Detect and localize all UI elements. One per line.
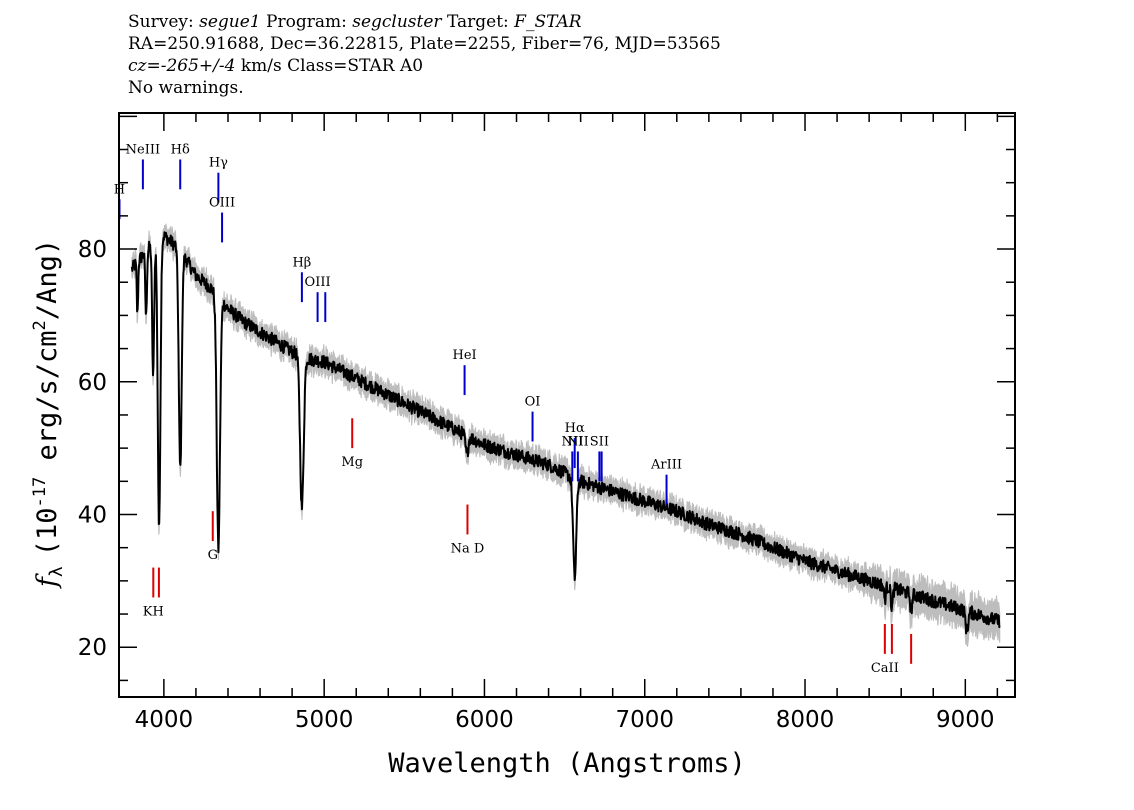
- emission-line-label: Hδ: [171, 142, 190, 157]
- target-value: F_STAR: [514, 12, 582, 32]
- x-axis-title: Wavelength (Angstroms): [388, 748, 746, 779]
- emission-line-label: NeIII: [126, 142, 160, 157]
- axis-tick-labels: 4000 5000 6000 7000 8000 9000 20 40 60 80: [78, 237, 995, 733]
- header-line-coordinates: RA=250.91688, Dec=36.22815, Plate=2255, …: [128, 34, 721, 54]
- y-axis-title-units-end: /Ang): [32, 239, 63, 320]
- emission-line-label: NII: [561, 434, 583, 449]
- emission-line-label: Hβ: [292, 255, 311, 270]
- y-tick-label: 40: [78, 503, 107, 529]
- y-axis-title-subscript: λ: [46, 566, 67, 577]
- cz-label: cz=: [128, 56, 161, 76]
- target-label: Target:: [446, 12, 509, 32]
- emission-line-label: Hγ: [209, 156, 228, 171]
- header-line-survey: Survey: segue1 Program: segcluster Targe…: [128, 11, 721, 33]
- class-text: km/s Class=STAR A0: [235, 56, 424, 76]
- emission-line-label: OIII: [209, 196, 235, 211]
- y-axis-title-exponent: -17: [30, 477, 50, 508]
- y-axis-title-scale: (10: [32, 507, 63, 556]
- absorption-line-label: Mg: [341, 455, 363, 470]
- emission-line-label: OIII: [305, 275, 331, 290]
- absorption-line-label: G: [208, 548, 218, 563]
- flux-line: [130, 231, 1001, 635]
- program-value: segcluster: [352, 12, 442, 32]
- absorption-line-label: KH: [143, 604, 164, 619]
- y-tick-label: 80: [78, 237, 107, 263]
- y-tick-label: 20: [78, 635, 107, 661]
- y-axis-title-exponent-2: 2: [30, 320, 50, 330]
- survey-value: segue1: [199, 12, 261, 32]
- emission-line-label: HeI: [452, 348, 476, 363]
- emission-line-label: SII: [590, 434, 609, 449]
- emission-line-label: OI: [525, 395, 541, 410]
- header-line-redshift: cz=-265+/-4 km/s Class=STAR A0: [128, 55, 721, 77]
- x-tick-label: 9000: [936, 707, 995, 733]
- program-label: Program:: [266, 12, 347, 32]
- plot-frame: [118, 112, 1016, 698]
- absorption-line-label: CaII: [871, 661, 899, 676]
- spectrum-header: Survey: segue1 Program: segcluster Targe…: [128, 11, 721, 99]
- x-tick-label: 4000: [135, 707, 194, 733]
- x-tick-label: 5000: [295, 707, 354, 733]
- survey-label: Survey:: [128, 12, 194, 32]
- x-tick-label: 7000: [615, 707, 674, 733]
- cz-value: -265+/-4: [160, 56, 236, 76]
- absorption-line-label: Na D: [451, 541, 485, 556]
- error-band: [131, 223, 1001, 647]
- emission-line-label: Hα: [565, 421, 585, 436]
- y-tick-label: 60: [78, 370, 107, 396]
- y-axis-title-units: erg/s/cm: [32, 330, 63, 476]
- y-axis-title: fλ(10-17 erg/s/cm2/Ang): [30, 239, 67, 589]
- header-line-warnings: No warnings.: [128, 78, 244, 98]
- emission-line-label: NII: [567, 434, 589, 449]
- x-tick-label: 6000: [455, 707, 514, 733]
- flux-series: [130, 231, 1001, 635]
- x-tick-label: 8000: [776, 707, 835, 733]
- axis-ticks: [119, 113, 1015, 697]
- error-band-area: [131, 223, 1001, 647]
- emission-line-label: ArIII: [650, 458, 682, 473]
